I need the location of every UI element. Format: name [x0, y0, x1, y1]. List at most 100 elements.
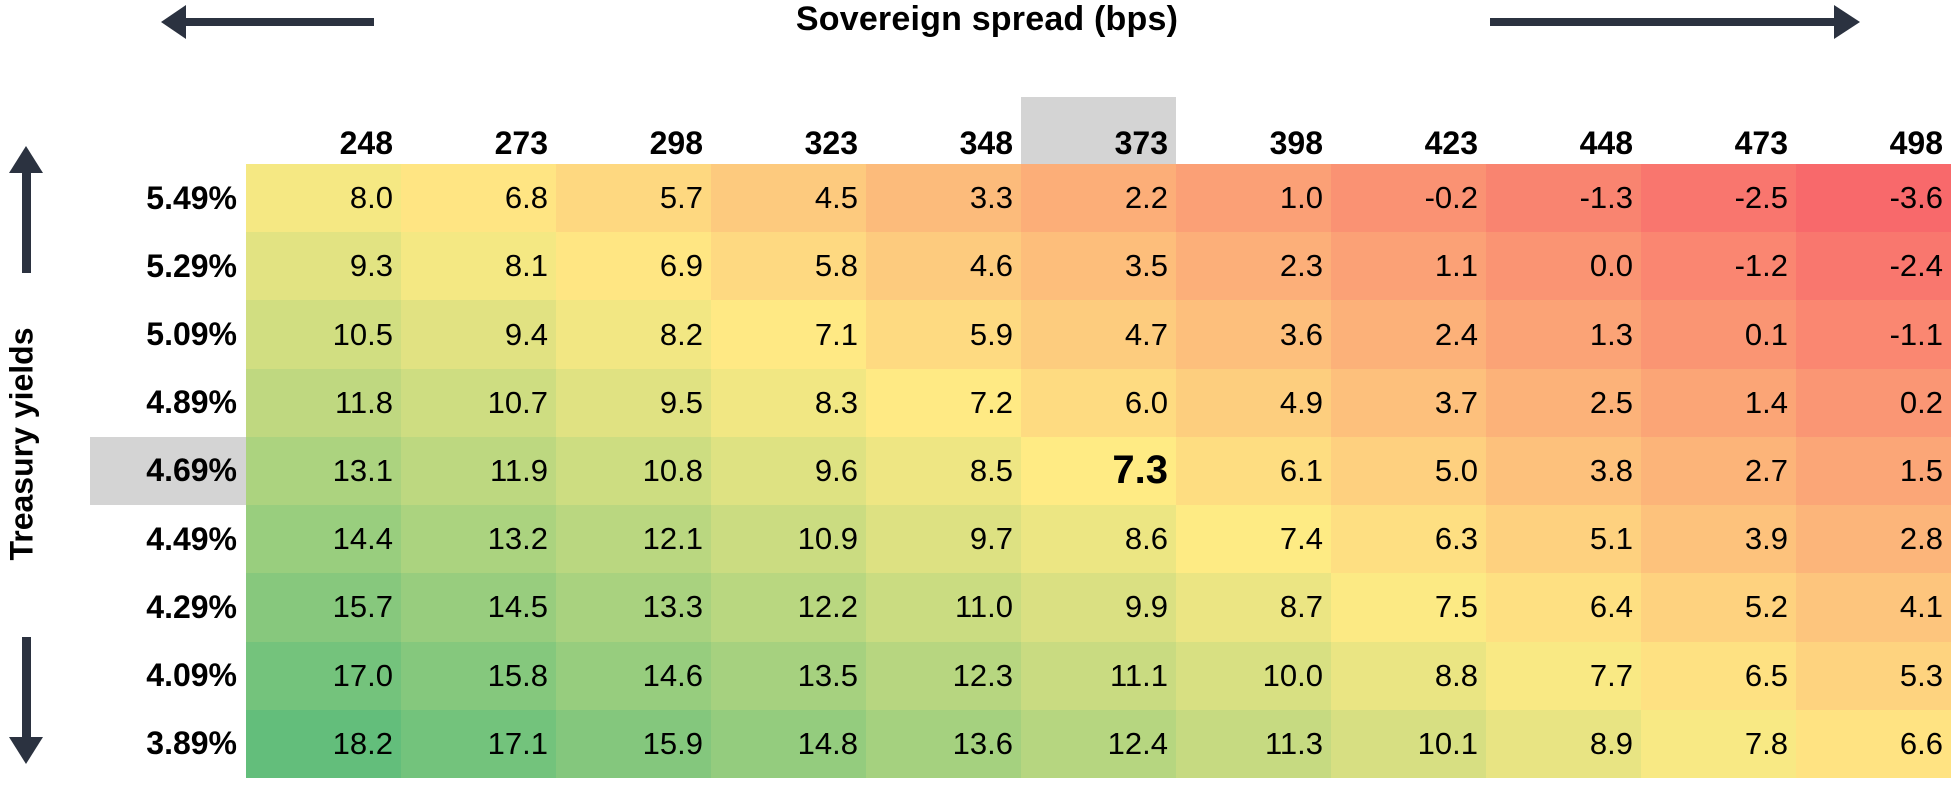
heatmap-cell-highlighted: 7.3 [1021, 436, 1176, 506]
column-header: 373 [1021, 97, 1176, 164]
heatmap-cell: 8.0 [246, 164, 401, 233]
heatmap-cell: 12.3 [866, 641, 1021, 710]
heatmap-cell: 13.3 [556, 573, 711, 642]
heatmap-cell: 2.8 [1796, 505, 1951, 574]
heatmap-cell: -3.6 [1796, 164, 1951, 233]
heatmap-cell: 11.1 [1021, 641, 1176, 710]
heatmap-cell: 9.3 [246, 232, 401, 301]
heatmap-cell: 9.4 [401, 300, 556, 369]
row-label: 3.89% [146, 725, 237, 762]
heatmap-cell: 6.3 [1331, 505, 1486, 574]
heatmap-cell: 15.8 [401, 641, 556, 710]
heatmap-cell: 11.8 [246, 368, 401, 437]
heatmap-cell: 8.8 [1331, 641, 1486, 710]
heatmap-cell: 14.8 [711, 709, 866, 778]
row-label: 4.89% [146, 384, 237, 421]
heatmap-cell: 5.9 [866, 300, 1021, 369]
heatmap-cell: 11.3 [1176, 709, 1331, 778]
y-axis-title: Treasury yields [3, 327, 40, 561]
up-arrow-shaft [22, 170, 31, 273]
heatmap-cell: 7.8 [1641, 709, 1796, 778]
heatmap-cell: 1.3 [1486, 300, 1641, 369]
heatmap-cell: 1.5 [1796, 436, 1951, 506]
heatmap-cell: -1.3 [1486, 164, 1641, 233]
heatmap-cell: 3.8 [1486, 436, 1641, 506]
column-header: 398 [1269, 125, 1323, 161]
heatmap-cell: 7.1 [711, 300, 866, 369]
heatmap-cell: 3.5 [1021, 232, 1176, 301]
heatmap-cell: 5.8 [711, 232, 866, 301]
heatmap-cell: -1.1 [1796, 300, 1951, 369]
heatmap-cell: 4.7 [1021, 300, 1176, 369]
heatmap-cell: 5.1 [1486, 505, 1641, 574]
heatmap-cell: -1.2 [1641, 232, 1796, 301]
down-arrow-shaft [22, 637, 31, 739]
heatmap-cell: 6.1 [1176, 436, 1331, 506]
heatmap-cell: 1.4 [1641, 368, 1796, 437]
heatmap-cell: 2.7 [1641, 436, 1796, 506]
column-header: 423 [1424, 125, 1478, 161]
heatmap-cell: 10.1 [1331, 709, 1486, 778]
heatmap-cell: 6.0 [1021, 368, 1176, 437]
heatmap-cell: 10.5 [246, 300, 401, 369]
column-header: 348 [959, 125, 1013, 161]
down-arrow-icon [9, 737, 43, 764]
heatmap-cell: 6.5 [1641, 641, 1796, 710]
heatmap-cell: 4.9 [1176, 368, 1331, 437]
right-arrow-shaft [1490, 18, 1836, 26]
heatmap-cell: 9.5 [556, 368, 711, 437]
column-header: 448 [1579, 125, 1633, 161]
column-header: 498 [1889, 125, 1943, 161]
left-arrow-shaft [184, 18, 374, 26]
heatmap-cell: 7.2 [866, 368, 1021, 437]
row-label: 5.29% [146, 247, 237, 284]
heatmap-cell: 12.1 [556, 505, 711, 574]
heatmap-cell: 6.9 [556, 232, 711, 301]
heatmap-cell: 5.0 [1331, 436, 1486, 506]
heatmap-cell: 3.3 [866, 164, 1021, 233]
heatmap-cell: 8.5 [866, 436, 1021, 506]
heatmap-cell: 0.1 [1641, 300, 1796, 369]
heatmap-cell: 10.9 [711, 505, 866, 574]
heatmap-cell: 13.2 [401, 505, 556, 574]
column-header: 248 [339, 125, 393, 161]
heatmap-cell: 2.4 [1331, 300, 1486, 369]
heatmap-cell: 2.3 [1176, 232, 1331, 301]
row-label: 4.49% [146, 520, 237, 557]
heatmap-cell: 3.6 [1176, 300, 1331, 369]
heatmap-cell: 2.5 [1486, 368, 1641, 437]
heatmap-cell: 5.2 [1641, 573, 1796, 642]
column-headers: 248 273 298 323 348 373 398 423 448 473 498 [246, 97, 1951, 164]
heatmap-cell: 11.9 [401, 436, 556, 506]
heatmap-cell: 6.6 [1796, 709, 1951, 778]
heatmap-cell: 4.5 [711, 164, 866, 233]
heatmap-cell: 3.7 [1331, 368, 1486, 437]
heatmap-cell: 9.7 [866, 505, 1021, 574]
heatmap-cell: 13.1 [246, 436, 401, 506]
up-arrow-icon [9, 146, 43, 173]
heatmap-cell: 2.2 [1021, 164, 1176, 233]
heatmap-cell: 4.1 [1796, 573, 1951, 642]
heatmap-cell: 4.6 [866, 232, 1021, 301]
heatmap-cell: 18.2 [246, 709, 401, 778]
heatmap-cell: 13.6 [866, 709, 1021, 778]
heatmap-cell: 12.4 [1021, 709, 1176, 778]
left-arrow-icon [161, 5, 186, 39]
right-arrow-icon [1834, 5, 1860, 39]
heatmap-cell: 14.6 [556, 641, 711, 710]
column-header: 473 [1734, 125, 1788, 161]
row-label: 4.09% [146, 657, 237, 694]
row-label: 4.69% [90, 436, 246, 506]
heatmap-cell: -0.2 [1331, 164, 1486, 233]
heatmap-cell: -2.5 [1641, 164, 1796, 233]
column-header: 298 [649, 125, 703, 161]
heatmap-cell: 1.1 [1331, 232, 1486, 301]
heatmap-cell: 5.7 [556, 164, 711, 233]
heatmap-cell: 8.2 [556, 300, 711, 369]
heatmap-cell: 17.1 [401, 709, 556, 778]
heatmap-cell: 13.5 [711, 641, 866, 710]
row-labels: 5.49% 5.29% 5.09% 4.89% 4.69% 4.49% 4.29% 4.09%… [90, 164, 246, 778]
row-label: 4.29% [146, 588, 237, 625]
heatmap-cell: 6.4 [1486, 573, 1641, 642]
